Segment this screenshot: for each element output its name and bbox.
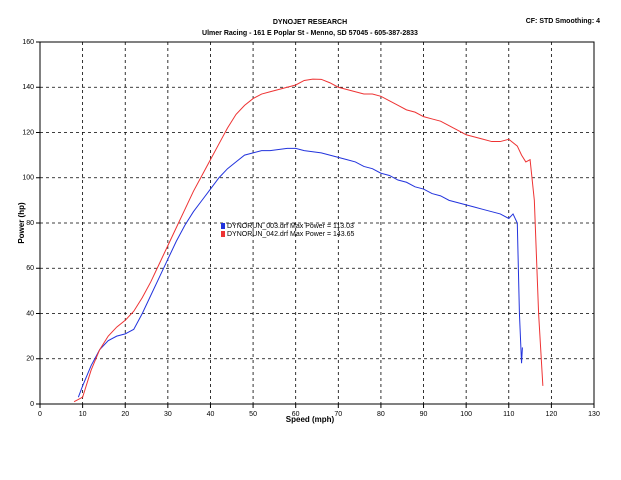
y-tick-label: 60 xyxy=(26,265,34,272)
legend-swatch xyxy=(221,231,225,237)
x-axis-label: Speed (mph) xyxy=(286,415,335,424)
legend-swatch xyxy=(221,223,225,229)
y-tick-label: 40 xyxy=(26,310,34,317)
y-tick-label: 20 xyxy=(26,356,34,363)
x-tick-label: 20 xyxy=(121,411,129,418)
chart-subtitle: Ulmer Racing - 161 E Poplar St - Menno, … xyxy=(202,30,418,37)
x-tick-label: 70 xyxy=(334,411,342,418)
x-tick-label: 80 xyxy=(377,411,385,418)
y-tick-label: 140 xyxy=(22,84,34,91)
x-tick-label: 120 xyxy=(546,411,558,418)
x-tick-label: 10 xyxy=(79,411,87,418)
x-tick-label: 50 xyxy=(249,411,257,418)
power-line xyxy=(77,147,523,398)
x-tick-label: 90 xyxy=(420,411,428,418)
x-tick-label: 110 xyxy=(503,411,514,418)
x-tick-label: 60 xyxy=(292,411,300,418)
legend-label: DYNORUN_042.drf Max Power = 143.65 xyxy=(227,231,355,238)
y-tick-label: 100 xyxy=(22,175,34,182)
legend-label: DYNORUN_003.drf Max Power = 113.03 xyxy=(227,223,354,230)
power-line xyxy=(73,78,544,403)
y-tick-label: 80 xyxy=(26,220,34,227)
settings-note: CF: STD Smoothing: 4 xyxy=(526,18,600,25)
x-tick-label: 40 xyxy=(207,411,215,418)
x-tick-label: 100 xyxy=(460,411,472,418)
y-axis-label: Power (hp) xyxy=(17,202,26,244)
x-tick-label: 130 xyxy=(588,411,600,418)
x-tick-label: 30 xyxy=(164,411,172,418)
x-tick-label: 0 xyxy=(38,411,42,418)
y-tick-label: 0 xyxy=(30,401,34,408)
chart-title: DYNOJET RESEARCH xyxy=(273,19,347,26)
y-tick-label: 120 xyxy=(22,129,34,136)
plot-frame xyxy=(39,41,595,405)
y-tick-label: 160 xyxy=(22,39,34,46)
